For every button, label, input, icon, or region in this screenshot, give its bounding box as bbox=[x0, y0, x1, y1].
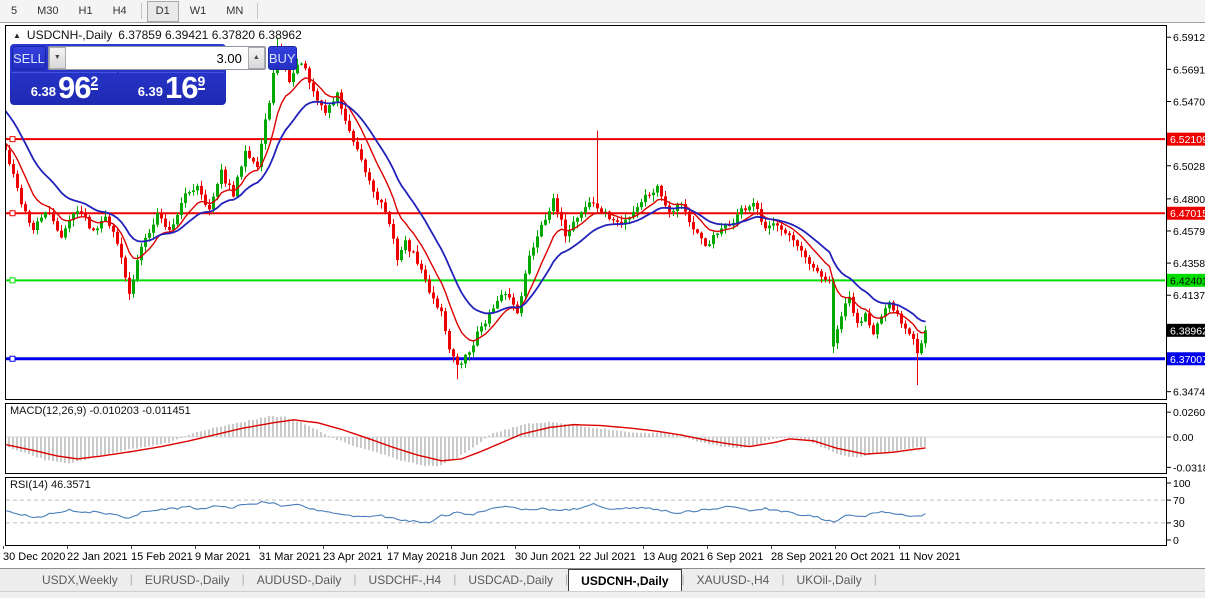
timeframe-button-5[interactable]: 5 bbox=[11, 4, 18, 17]
chart-title: ▲ USDCNH-,Daily 6.37859 6.39421 6.37820 … bbox=[13, 28, 302, 42]
svg-text:6.52109: 6.52109 bbox=[1170, 134, 1205, 146]
svg-text:22 Jul 2021: 22 Jul 2021 bbox=[579, 551, 636, 563]
sell-button[interactable]: SELL bbox=[12, 46, 46, 70]
svg-text:30 Jun 2021: 30 Jun 2021 bbox=[515, 551, 576, 563]
svg-text:6.50280: 6.50280 bbox=[1173, 161, 1205, 173]
symbol-tab-7[interactable]: XAUUSD-,H4 bbox=[696, 573, 770, 587]
tab-separator: | bbox=[565, 572, 569, 586]
svg-text:-0.03187: -0.03187 bbox=[1173, 462, 1205, 474]
buy-button[interactable]: BUY bbox=[267, 46, 297, 70]
svg-text:100: 100 bbox=[1173, 478, 1191, 490]
svg-text:70: 70 bbox=[1173, 495, 1185, 507]
date-scale[interactable] bbox=[0, 547, 1166, 567]
svg-text:6.59120: 6.59120 bbox=[1173, 32, 1205, 44]
svg-text:9 Mar 2021: 9 Mar 2021 bbox=[195, 551, 251, 563]
macd-label: MACD(12,26,9) -0.010203 -0.011451 bbox=[10, 405, 191, 417]
symbol-tab-5[interactable]: USDCAD-,Daily bbox=[468, 573, 554, 587]
timeframe-toolbar: 5 M30 H1 H4 D1 W1 MN bbox=[0, 0, 1205, 23]
svg-text:8 Jun 2021: 8 Jun 2021 bbox=[451, 551, 505, 563]
tab-separator: | bbox=[453, 572, 457, 586]
volume-input[interactable] bbox=[65, 47, 248, 69]
buy-price-big: 16 bbox=[165, 70, 198, 105]
svg-text:6.56910: 6.56910 bbox=[1173, 64, 1205, 76]
chart-canvas[interactable]: 6.59120 6.56910 6.54700 6.50280 6.48005 6.457… bbox=[0, 23, 1205, 568]
volume-down-icon[interactable]: ▼ bbox=[48, 47, 66, 69]
svg-text:22 Jan 2021: 22 Jan 2021 bbox=[67, 551, 128, 563]
svg-text:6 Sep 2021: 6 Sep 2021 bbox=[707, 551, 763, 563]
symbol-tab-8[interactable]: UKOil-,Daily bbox=[796, 573, 862, 587]
svg-text:30 Dec 2020: 30 Dec 2020 bbox=[3, 551, 65, 563]
buy-price-sup: 9 bbox=[197, 73, 206, 90]
ohlc-values: 6.37859 6.39421 6.37820 6.38962 bbox=[118, 28, 302, 42]
sell-price-display[interactable]: 6.38 96 2 bbox=[12, 72, 117, 104]
buy-price-display[interactable]: 6.39 16 9 bbox=[119, 72, 224, 104]
svg-text:11 Nov 2021: 11 Nov 2021 bbox=[899, 551, 961, 563]
one-click-trade-panel: SELL ▼ ▲ BUY 6.38 96 2 6.39 16 9 bbox=[10, 44, 297, 105]
svg-text:13 Aug 2021: 13 Aug 2021 bbox=[643, 551, 705, 563]
tab-separator: | bbox=[781, 572, 785, 586]
timeframe-button-mn[interactable]: MN bbox=[226, 4, 244, 17]
expand-arrow-icon[interactable]: ▲ bbox=[13, 30, 21, 40]
svg-text:6.37007: 6.37007 bbox=[1170, 354, 1205, 366]
tab-separator: | bbox=[129, 572, 133, 586]
svg-text:6.34745: 6.34745 bbox=[1173, 387, 1205, 399]
svg-text:15 Feb 2021: 15 Feb 2021 bbox=[131, 551, 193, 563]
svg-text:31 Mar 2021: 31 Mar 2021 bbox=[259, 551, 321, 563]
buy-price-small: 6.39 bbox=[137, 84, 164, 99]
symbol-tab-3[interactable]: AUDUSD-,Daily bbox=[256, 573, 342, 587]
symbol-tab-2[interactable]: EURUSD-,Daily bbox=[144, 573, 230, 587]
svg-text:6.45795: 6.45795 bbox=[1173, 226, 1205, 238]
svg-text:6.42401: 6.42401 bbox=[1170, 275, 1205, 287]
sell-price-sup: 2 bbox=[90, 73, 99, 90]
svg-text:0: 0 bbox=[1173, 535, 1179, 547]
svg-text:6.41375: 6.41375 bbox=[1173, 290, 1205, 302]
symbol-tab-1[interactable]: USDX,Weekly bbox=[42, 573, 118, 587]
symbol-tab-4[interactable]: USDCHF-,H4 bbox=[368, 573, 442, 587]
svg-text:0.00: 0.00 bbox=[1173, 432, 1194, 444]
symbol-label: USDCNH-,Daily bbox=[26, 28, 113, 42]
symbol-tabbar: USDX,Weekly | EURUSD-,Daily | AUDUSD-,Daily |… bbox=[0, 568, 1205, 591]
symbol-tab-6[interactable]: USDCNH-,Daily bbox=[568, 569, 682, 591]
volume-up-icon[interactable]: ▲ bbox=[247, 47, 265, 69]
tab-separator: | bbox=[873, 572, 877, 586]
rsi-label: RSI(14) 46.3571 bbox=[10, 479, 91, 491]
tab-separator: | bbox=[353, 572, 357, 586]
timeframe-button-m30[interactable]: M30 bbox=[37, 4, 59, 17]
svg-text:6.38962: 6.38962 bbox=[1170, 325, 1205, 337]
chart-window: 6.59120 6.56910 6.54700 6.50280 6.48005 6.457… bbox=[0, 23, 1205, 568]
timeframe-button-w1[interactable]: W1 bbox=[189, 4, 207, 17]
tab-separator: | bbox=[241, 572, 245, 586]
svg-text:6.48005: 6.48005 bbox=[1173, 194, 1205, 206]
svg-text:20 Oct 2021: 20 Oct 2021 bbox=[835, 551, 895, 563]
svg-text:6.47015: 6.47015 bbox=[1170, 208, 1205, 220]
timeframe-button-h4[interactable]: H4 bbox=[112, 4, 127, 17]
tab-separator: | bbox=[681, 572, 685, 586]
svg-text:30: 30 bbox=[1173, 518, 1185, 530]
toolbar-separator bbox=[140, 3, 142, 19]
toolbar-separator bbox=[257, 3, 259, 19]
price-scale[interactable] bbox=[1167, 23, 1205, 568]
svg-text:0.02607: 0.02607 bbox=[1173, 407, 1205, 419]
timeframe-button-d1[interactable]: D1 bbox=[146, 0, 179, 22]
sell-price-small: 6.38 bbox=[30, 84, 57, 99]
sell-price-big: 96 bbox=[58, 70, 91, 105]
volume-stepper: ▼ ▲ bbox=[47, 46, 266, 70]
status-strip bbox=[0, 591, 1205, 597]
svg-text:28 Sep 2021: 28 Sep 2021 bbox=[771, 551, 833, 563]
svg-text:17 May 2021: 17 May 2021 bbox=[387, 551, 451, 563]
timeframe-button-h1[interactable]: H1 bbox=[78, 4, 93, 17]
svg-text:6.43585: 6.43585 bbox=[1173, 258, 1205, 270]
svg-text:23 Apr 2021: 23 Apr 2021 bbox=[323, 551, 382, 563]
svg-text:6.54700: 6.54700 bbox=[1173, 96, 1205, 108]
